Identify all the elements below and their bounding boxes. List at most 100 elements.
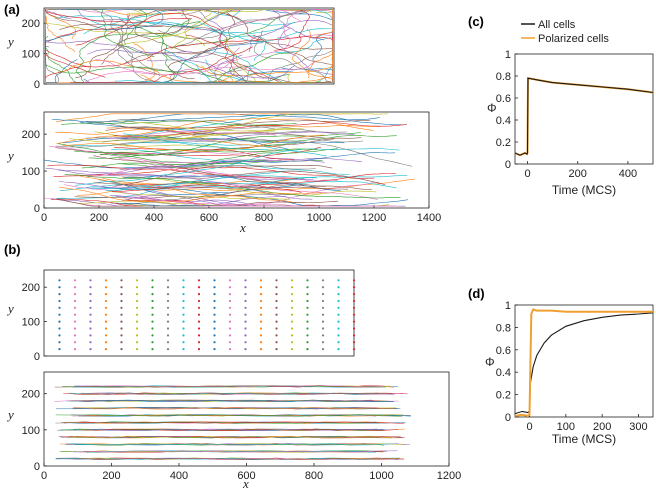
cell-dot — [306, 279, 309, 282]
cell-dot — [337, 306, 340, 309]
cell-trajectory — [45, 48, 183, 74]
cell-trajectory — [88, 132, 362, 159]
cell-dot — [151, 299, 154, 303]
cell-dot — [73, 341, 77, 344]
cell-dot — [228, 341, 232, 344]
cell-trajectory — [59, 186, 322, 203]
cell-trajectory — [92, 421, 377, 424]
cell-dot — [290, 327, 294, 330]
cell-dot — [213, 327, 216, 330]
axes-frame — [514, 304, 654, 418]
cell-trajectory — [56, 140, 413, 167]
cell-dot — [213, 279, 216, 282]
cell-dot — [213, 286, 216, 289]
cell-trajectory — [117, 159, 269, 168]
cell-trajectory — [81, 148, 338, 169]
cell-dot — [197, 279, 201, 282]
cell-dot — [197, 293, 201, 296]
cell-dot — [182, 306, 185, 309]
cell-trajectory — [94, 58, 316, 76]
cell-trajectory — [70, 46, 253, 83]
cell-dot — [104, 299, 108, 303]
cell-dot — [290, 320, 294, 323]
cell-dot — [58, 327, 61, 330]
cell-dot — [120, 299, 123, 303]
cell-dot — [166, 299, 170, 303]
cell-trajectory — [47, 164, 298, 179]
cell-trajectory — [81, 181, 397, 189]
cell-trajectory — [93, 182, 349, 190]
cell-dot — [166, 341, 170, 344]
y-tick-label: 0 — [505, 412, 511, 424]
cell-trajectory — [87, 428, 392, 431]
y-axis-label: y — [6, 148, 14, 163]
y-axis-label: Φ — [487, 101, 497, 115]
cell-trajectory — [87, 49, 296, 79]
cell-trajectory — [81, 392, 386, 395]
y-tick-label: 200 — [22, 389, 40, 401]
cell-dot — [228, 313, 232, 316]
cell-trajectory — [119, 160, 325, 170]
cell-trajectory — [101, 9, 239, 65]
legend: All cells Polarized cells — [521, 19, 609, 45]
axis-ticks: 0 0.2 0.4 0.6 0.8 1 0 100 200 300 — [496, 300, 648, 433]
cell-dot — [182, 320, 185, 323]
cell-dot — [166, 313, 170, 316]
cell-dot — [135, 313, 139, 316]
cell-dot — [120, 341, 123, 344]
cell-trajectory — [112, 184, 378, 200]
cell-dot — [244, 313, 247, 316]
panel-label-b: (b) — [4, 242, 21, 257]
cell-trajectory — [118, 135, 397, 142]
cell-dot — [73, 327, 77, 330]
y-tick-label: 100 — [22, 317, 40, 329]
cell-dot — [213, 306, 216, 309]
cell-dot — [182, 279, 185, 282]
cell-dot — [352, 279, 356, 282]
y-tick-label: 100 — [22, 49, 40, 61]
cell-dot — [337, 299, 340, 303]
cell-trajectory — [59, 23, 231, 64]
x-tick-label: 200 — [102, 470, 120, 482]
x-tick-label: 0 — [41, 212, 47, 224]
cell-dot — [244, 327, 247, 330]
cell-trajectory — [48, 146, 278, 155]
cell-dot — [104, 348, 108, 351]
cell-trajectory — [44, 152, 396, 169]
cell-trajectory — [45, 29, 193, 54]
cell-trajectory — [75, 13, 229, 50]
cell-dot — [58, 313, 61, 316]
cell-dot — [275, 348, 278, 351]
cell-dot — [197, 348, 201, 351]
cell-dot — [275, 306, 278, 309]
cell-trajectory — [117, 9, 312, 45]
cell-dot — [182, 293, 185, 296]
cell-dot — [89, 313, 92, 316]
axis-ticks: 0 0.2 0.4 0.6 0.8 1 0 200 400 — [496, 49, 637, 180]
cell-dot — [228, 286, 232, 289]
x-tick-label: 800 — [255, 212, 273, 224]
cell-trajectory — [197, 9, 333, 43]
cell-dot — [228, 293, 232, 296]
cell-trajectory — [307, 50, 333, 83]
cell-dot — [89, 286, 92, 289]
series-line-all-cells — [514, 312, 654, 415]
cell-dot — [259, 306, 263, 309]
cell-trajectory — [79, 392, 404, 395]
cell-dot — [337, 327, 340, 330]
x-tick-label: 0 — [526, 421, 532, 433]
cell-dot — [120, 313, 123, 316]
cell-dot — [228, 279, 232, 282]
cell-dot — [197, 313, 201, 316]
axis-ticks: 0 100 200 — [22, 282, 47, 363]
cell-trajectory — [114, 164, 333, 187]
cell-trajectory — [45, 15, 90, 68]
cell-trajectory — [79, 385, 384, 388]
cell-trajectory — [112, 128, 304, 139]
cell-dot — [228, 299, 232, 303]
trajectories — [54, 385, 411, 460]
panel-c-plot: Φ Time (MCS) All cells Polarized cells — [487, 19, 654, 197]
cell-dot — [166, 286, 170, 289]
cell-trajectory — [225, 13, 333, 42]
